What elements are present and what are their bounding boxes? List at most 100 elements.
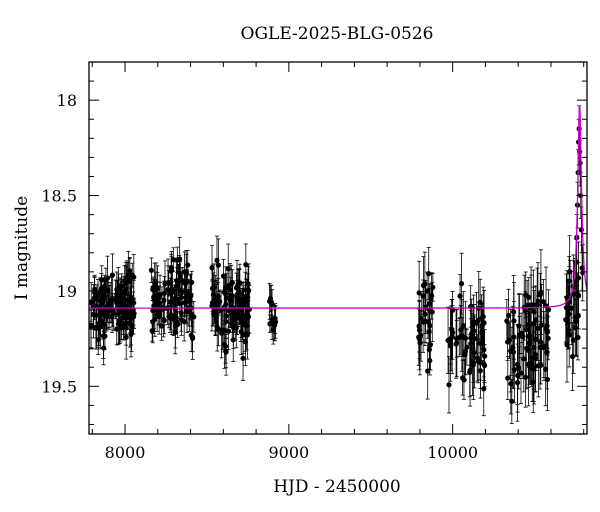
data-point xyxy=(544,376,551,383)
data-point xyxy=(184,288,190,295)
data-point xyxy=(100,299,106,306)
data-point xyxy=(225,328,232,334)
data-point xyxy=(128,294,135,301)
data-point xyxy=(269,318,275,324)
data-point xyxy=(427,308,433,314)
data-point xyxy=(154,292,160,298)
data-point xyxy=(242,322,249,328)
data-point xyxy=(230,337,236,343)
data-point xyxy=(480,329,486,335)
data-point xyxy=(462,352,468,358)
data-point xyxy=(563,305,569,311)
data-point xyxy=(223,313,229,319)
data-point xyxy=(516,332,523,338)
x-axis-label: HJD - 2450000 xyxy=(273,477,401,497)
data-point xyxy=(184,308,190,315)
data-point xyxy=(122,278,128,284)
data-point xyxy=(223,319,229,325)
data-point xyxy=(123,334,129,340)
data-point xyxy=(178,317,185,323)
data-point xyxy=(468,335,474,341)
data-point xyxy=(128,327,135,334)
data-point xyxy=(225,266,231,272)
data-point xyxy=(210,292,217,298)
data-point xyxy=(457,293,463,299)
data-point xyxy=(99,277,105,283)
data-point xyxy=(94,296,100,302)
data-point xyxy=(184,279,190,285)
data-point xyxy=(526,322,532,328)
data-point xyxy=(531,320,537,327)
data-point xyxy=(242,287,248,293)
data-point xyxy=(462,335,469,341)
data-point xyxy=(458,281,465,287)
data-point xyxy=(545,335,551,341)
data-point xyxy=(460,322,466,329)
data-point xyxy=(570,337,576,343)
data-point xyxy=(220,327,226,333)
data-point xyxy=(128,331,134,337)
data-point xyxy=(479,323,485,329)
data-point xyxy=(152,280,158,286)
data-point xyxy=(178,294,184,301)
data-point xyxy=(209,265,215,271)
x-tick-label: 8000 xyxy=(105,443,146,462)
data-point xyxy=(122,310,128,317)
data-point xyxy=(115,286,122,292)
data-point xyxy=(237,280,243,286)
data-point xyxy=(416,327,423,333)
data-point xyxy=(106,308,112,314)
data-point xyxy=(161,297,167,303)
data-point xyxy=(238,329,244,335)
data-point xyxy=(509,398,515,404)
data-point xyxy=(176,270,182,276)
data-point xyxy=(426,347,432,353)
data-point xyxy=(118,293,124,300)
data-point xyxy=(173,283,180,289)
data-point xyxy=(448,335,454,341)
data-point xyxy=(89,323,94,329)
data-point xyxy=(174,296,180,302)
data-point xyxy=(101,345,107,351)
data-point xyxy=(544,329,551,335)
data-point xyxy=(459,332,465,339)
data-point xyxy=(89,299,94,305)
data-point xyxy=(564,342,570,348)
data-point xyxy=(238,300,244,306)
data-point xyxy=(245,281,251,287)
data-point xyxy=(481,347,487,353)
data-point xyxy=(470,320,476,327)
data-point xyxy=(544,323,550,329)
data-point xyxy=(530,379,536,385)
data-point xyxy=(214,257,220,263)
data-point xyxy=(458,327,464,333)
data-point xyxy=(244,313,250,320)
data-point xyxy=(240,313,246,319)
data-point xyxy=(508,381,514,387)
data-point xyxy=(127,268,133,274)
data-point xyxy=(104,275,111,281)
data-point xyxy=(240,355,246,361)
data-point xyxy=(538,322,545,328)
model-line xyxy=(89,105,587,309)
data-point xyxy=(541,345,547,351)
data-point xyxy=(90,311,97,317)
data-point xyxy=(535,325,541,331)
data-point xyxy=(178,310,184,316)
data-point xyxy=(425,368,431,374)
data-point xyxy=(220,273,227,279)
data-point xyxy=(578,227,585,233)
data-point xyxy=(467,367,473,374)
data-point xyxy=(565,327,572,333)
data-point xyxy=(169,289,175,296)
data-point xyxy=(475,358,481,364)
data-point xyxy=(518,370,524,376)
data-point xyxy=(209,303,215,309)
x-tick-label: 9000 xyxy=(268,443,309,462)
data-point xyxy=(111,310,117,316)
data-point xyxy=(97,318,104,324)
data-point xyxy=(464,344,470,350)
data-point xyxy=(505,313,512,319)
data-point xyxy=(575,334,581,341)
data-point xyxy=(477,368,484,374)
